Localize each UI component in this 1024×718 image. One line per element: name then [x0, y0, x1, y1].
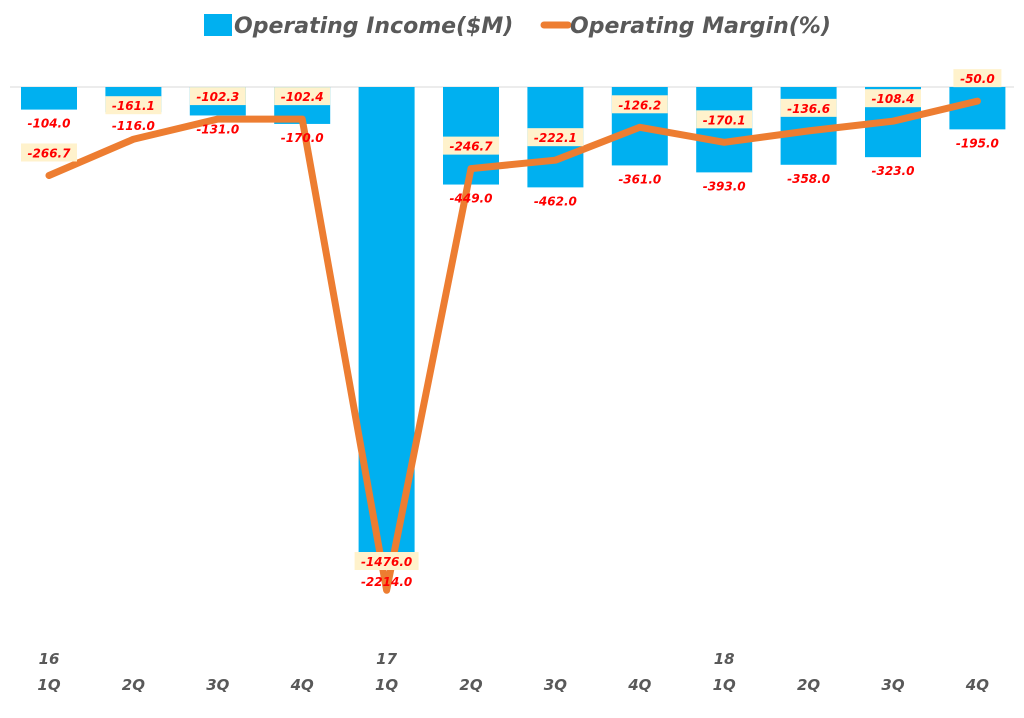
line-data-label: -102.4	[281, 90, 324, 104]
legend-bar-swatch	[204, 14, 232, 36]
x-tick-label: 4Q	[965, 676, 989, 694]
legend-line-label: Operating Margin(%)	[570, 14, 831, 39]
bar-data-label: -104.0	[28, 117, 71, 131]
bar-data-label: -323.0	[872, 164, 915, 178]
margin-line	[45, 97, 981, 594]
line-data-label: -50.0	[960, 72, 995, 86]
line-label-box	[865, 89, 921, 108]
bar-data-label: -449.0	[450, 192, 493, 206]
line-label-box	[443, 136, 499, 155]
line-label-box	[611, 95, 668, 114]
x-tick-label: 4Q	[627, 676, 651, 694]
bar-data-label: -393.0	[703, 179, 746, 193]
x-year-label: 16	[39, 650, 60, 668]
line-data-label: -136.6	[787, 102, 830, 116]
bar-data-label: -462.0	[534, 194, 577, 208]
x-tick-label: 3Q	[206, 676, 229, 694]
bar-data-label: -195.0	[956, 136, 999, 150]
x-year-label: 17	[376, 650, 397, 668]
x-tick-label: 2Q	[122, 676, 145, 694]
line-label-box	[780, 98, 837, 117]
x-tick-label: 1Q	[37, 676, 60, 694]
bar	[21, 87, 77, 110]
line-label-box	[189, 87, 246, 106]
line-data-label: -246.7	[450, 140, 494, 154]
x-tick-label: 4Q	[290, 676, 314, 694]
x-tick-label: 1Q	[375, 676, 398, 694]
bar-data-label: -358.0	[787, 172, 830, 186]
line-data-label: -222.1	[534, 131, 577, 145]
bar-data-label: -361.0	[618, 172, 661, 186]
line-data-label: -108.4	[872, 92, 915, 106]
x-tick-label: 3Q	[544, 676, 567, 694]
bar	[696, 87, 753, 173]
legend-bar-label: Operating Income($M)	[234, 14, 513, 39]
line-data-label: -170.1	[703, 113, 746, 127]
line-data-label: -1476.0	[361, 555, 412, 569]
bar-data-label: -116.0	[112, 119, 155, 133]
line-data-label: -266.7	[28, 146, 72, 160]
line-label-box	[105, 96, 162, 115]
bar-data-label: -2214.0	[361, 575, 412, 589]
legend: Operating Income($M) Operating Margin(%)	[204, 14, 831, 39]
x-tick-label: 2Q	[459, 676, 482, 694]
bar-data-label: -131.0	[196, 122, 239, 136]
line-data-label: -102.3	[196, 90, 239, 104]
line-data-label: -161.1	[112, 99, 155, 113]
x-year-label: 18	[714, 650, 735, 668]
line-data-label: -126.2	[618, 98, 661, 112]
line-label-box	[354, 552, 419, 570]
line-label-box	[696, 110, 753, 129]
x-tick-label: 3Q	[881, 676, 904, 694]
x-tick-label: 2Q	[797, 676, 820, 694]
line-label-box	[953, 69, 1002, 88]
x-tick-label: 1Q	[713, 676, 736, 694]
line-label-box	[21, 143, 77, 162]
bar-data-label: -170.0	[281, 131, 324, 145]
line-label-box	[274, 87, 331, 106]
line-label-box	[527, 128, 584, 147]
